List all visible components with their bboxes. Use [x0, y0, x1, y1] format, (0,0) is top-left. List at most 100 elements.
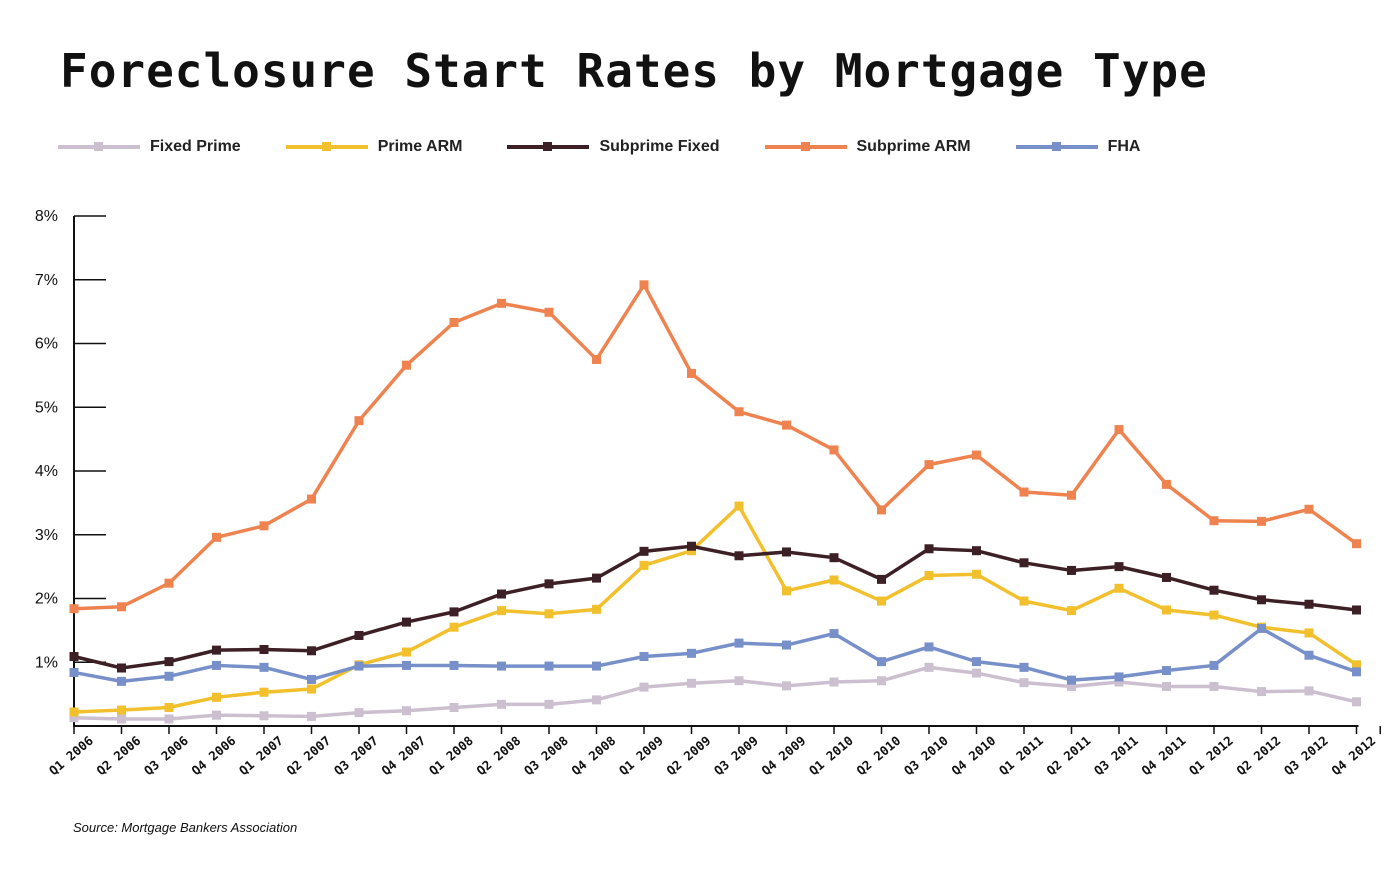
data-point-subprime-arm-q2-2006	[117, 602, 126, 612]
x-tick-label-q1-2007: Q1 2007	[236, 733, 286, 778]
data-point-fha-q2-2011	[1067, 675, 1076, 685]
data-point-fixed-prime-q1-2010	[829, 677, 839, 687]
data-point-fixed-prime-q3-2009	[734, 676, 744, 686]
data-point-fixed-prime-q2-2009	[687, 678, 696, 688]
data-point-fixed-prime-q1-2011	[1019, 678, 1029, 688]
data-point-prime-arm-q3-2008	[544, 609, 554, 619]
data-point-fixed-prime-q4-2012	[1352, 697, 1361, 707]
data-point-subprime-fixed-q4-2007	[402, 617, 411, 627]
data-point-fixed-prime-q4-2010	[972, 668, 981, 678]
legend-item-subprime-arm: Subprime ARM	[764, 138, 971, 156]
data-point-fha-q2-2009	[687, 648, 696, 658]
data-point-subprime-arm-q3-2009	[734, 407, 744, 417]
data-point-subprime-arm-q1-2007	[259, 521, 269, 531]
data-point-subprime-arm-q1-2010	[829, 445, 839, 455]
data-point-fixed-prime-q4-2008	[592, 695, 601, 705]
data-point-fixed-prime-q2-2008	[497, 699, 506, 709]
legend-item-fha: FHA	[1015, 138, 1140, 156]
legend-label-fixed-prime: Fixed Prime	[150, 138, 241, 155]
data-point-subprime-fixed-q1-2007	[259, 645, 269, 654]
data-point-fixed-prime-q3-2008	[544, 699, 554, 709]
data-point-subprime-fixed-q2-2011	[1067, 565, 1076, 575]
data-point-subprime-arm-q3-2007	[354, 416, 364, 426]
data-point-fixed-prime-q2-2012	[1257, 687, 1266, 697]
series-line-fixed-prime	[72, 665, 1359, 721]
data-point-fixed-prime-q3-2007	[354, 708, 364, 718]
data-point-prime-arm-q3-2010	[924, 571, 934, 581]
data-point-prime-arm-q3-2011	[1114, 583, 1124, 593]
data-point-subprime-fixed-q3-2008	[544, 579, 554, 589]
data-point-prime-arm-q4-2006	[212, 692, 221, 702]
data-point-subprime-arm-q1-2009	[639, 280, 649, 290]
data-point-prime-arm-q1-2010	[829, 575, 839, 585]
data-point-subprime-fixed-q3-2007	[354, 630, 364, 640]
data-point-subprime-fixed-q4-2010	[972, 546, 981, 556]
legend-swatch-prime-arm	[285, 142, 368, 151]
data-point-fixed-prime-q3-2012	[1304, 686, 1314, 696]
data-point-subprime-arm-q3-2006	[164, 578, 174, 588]
x-tick-label-q1-2010: Q1 2010	[806, 733, 856, 778]
x-tick-label-q4-2011: Q4 2011	[1138, 733, 1188, 778]
data-point-fixed-prime-q4-2009	[782, 681, 791, 691]
x-tick-label-q2-2009: Q2 2009	[663, 733, 713, 778]
data-point-subprime-fixed-q1-2010	[829, 553, 839, 563]
data-point-prime-arm-q1-2008	[449, 622, 459, 632]
data-point-subprime-fixed-q1-2011	[1019, 558, 1029, 568]
data-point-fha-q3-2006	[164, 671, 174, 681]
data-point-subprime-fixed-q2-2012	[1257, 595, 1266, 605]
data-point-subprime-arm-q4-2007	[402, 360, 411, 370]
data-point-fha-q2-2008	[497, 661, 506, 671]
data-point-subprime-arm-q2-2007	[307, 494, 316, 504]
x-tick-label-q4-2007: Q4 2007	[378, 733, 428, 778]
data-point-prime-arm-q4-2008	[592, 604, 601, 614]
y-tick-label-4: 4%	[35, 463, 58, 480]
x-tick-label-q4-2008: Q4 2008	[568, 733, 618, 778]
data-point-fha-q4-2012	[1352, 667, 1361, 677]
data-point-subprime-arm-q3-2008	[544, 307, 554, 317]
data-point-fixed-prime-q4-2006	[212, 710, 221, 720]
data-point-subprime-fixed-q2-2010	[877, 574, 886, 584]
x-tick-label-q2-2006: Q2 2006	[93, 733, 143, 778]
legend-label-subprime-fixed: Subprime Fixed	[599, 138, 720, 155]
data-point-subprime-fixed-q3-2010	[924, 544, 934, 554]
data-point-subprime-arm-q4-2009	[782, 420, 791, 430]
x-tick-label-q4-2012: Q4 2012	[1328, 733, 1378, 778]
data-point-prime-arm-q2-2007	[307, 684, 316, 694]
data-point-prime-arm-q4-2009	[782, 586, 791, 596]
data-point-subprime-arm-q2-2010	[877, 505, 886, 515]
legend-label-subprime-arm: Subprime ARM	[856, 138, 971, 155]
data-point-fixed-prime-q2-2007	[307, 711, 316, 721]
data-point-fixed-prime-q1-2006	[69, 713, 79, 723]
data-point-prime-arm-q2-2011	[1067, 606, 1076, 616]
data-point-subprime-fixed-q1-2009	[639, 546, 649, 556]
data-point-subprime-fixed-q2-2006	[117, 663, 126, 673]
data-point-fha-q1-2010	[829, 629, 839, 639]
x-tick-label-q3-2007: Q3 2007	[331, 733, 381, 778]
data-point-subprime-arm-q3-2010	[924, 460, 934, 470]
data-point-fha-q4-2008	[592, 661, 601, 671]
data-point-subprime-fixed-q1-2012	[1209, 585, 1219, 595]
legend: Fixed Prime Prime ARM Subprime Fixed Sub…	[58, 135, 1185, 159]
data-point-prime-arm-q4-2012	[1352, 660, 1361, 670]
data-point-prime-arm-q4-2011	[1162, 605, 1171, 615]
data-point-subprime-fixed-q4-2012	[1352, 605, 1361, 615]
data-point-fha-q1-2006	[69, 667, 79, 677]
data-point-fha-q1-2009	[639, 652, 649, 662]
series-line-subprime-arm	[72, 283, 1359, 611]
data-point-subprime-arm-q4-2006	[212, 532, 221, 542]
x-tick-label-q4-2006: Q4 2006	[188, 733, 238, 778]
x-tick-label-q1-2008: Q1 2008	[426, 733, 476, 778]
data-point-prime-arm-q3-2012	[1304, 628, 1314, 638]
x-tick-label-q1-2006: Q1 2006	[46, 733, 96, 778]
legend-item-fixed-prime: Fixed Prime	[58, 138, 241, 156]
x-tick-label-q4-2009: Q4 2009	[758, 733, 808, 778]
data-point-subprime-arm-q1-2006	[69, 604, 79, 614]
data-point-subprime-arm-q4-2010	[972, 450, 981, 460]
data-point-fha-q3-2011	[1114, 672, 1124, 682]
series-line-subprime-fixed	[72, 544, 1359, 670]
data-point-subprime-arm-q4-2008	[592, 354, 601, 364]
data-point-fixed-prime-q2-2006	[117, 714, 126, 724]
x-tick-label-q3-2010: Q3 2010	[901, 733, 951, 778]
data-point-fha-q3-2010	[924, 642, 934, 652]
